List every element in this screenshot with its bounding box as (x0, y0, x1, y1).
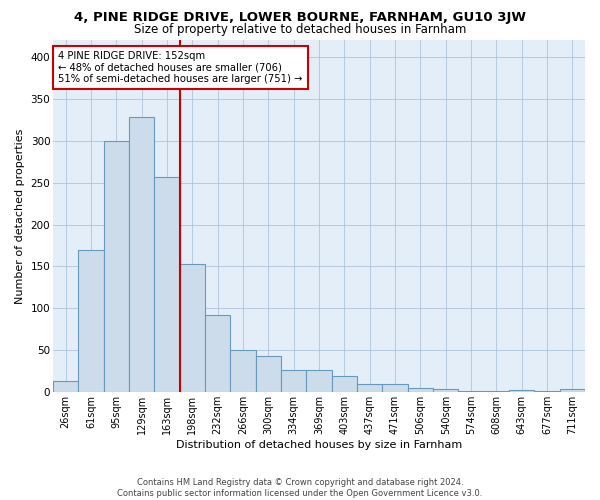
Bar (357, 384, 382, 392)
Text: 4 PINE RIDGE DRIVE: 152sqm
← 48% of detached houses are smaller (706)
51% of sem: 4 PINE RIDGE DRIVE: 152sqm ← 48% of deta… (58, 50, 303, 84)
Bar (79, 250, 104, 392)
Text: 4, PINE RIDGE DRIVE, LOWER BOURNE, FARNHAM, GU10 3JW: 4, PINE RIDGE DRIVE, LOWER BOURNE, FARNH… (74, 11, 526, 24)
X-axis label: Distribution of detached houses by size in Farnham: Distribution of detached houses by size … (176, 440, 462, 450)
Bar (53, 382, 79, 392)
Bar (256, 356, 281, 393)
Y-axis label: Number of detached properties: Number of detached properties (15, 128, 25, 304)
Bar (458, 390, 484, 392)
Bar (307, 370, 332, 392)
Bar (509, 390, 535, 392)
Bar (433, 389, 458, 392)
Bar (230, 350, 256, 393)
Bar (407, 388, 433, 392)
Bar (104, 140, 129, 392)
Text: Size of property relative to detached houses in Farnham: Size of property relative to detached ho… (134, 22, 466, 36)
Bar (332, 376, 357, 392)
Bar (560, 389, 585, 392)
Bar (205, 315, 230, 392)
Text: Contains HM Land Registry data © Crown copyright and database right 2024.
Contai: Contains HM Land Registry data © Crown c… (118, 478, 482, 498)
Bar (154, 176, 180, 392)
Bar (129, 117, 154, 392)
Bar (180, 264, 205, 392)
Bar (281, 370, 307, 392)
Bar (382, 384, 407, 392)
